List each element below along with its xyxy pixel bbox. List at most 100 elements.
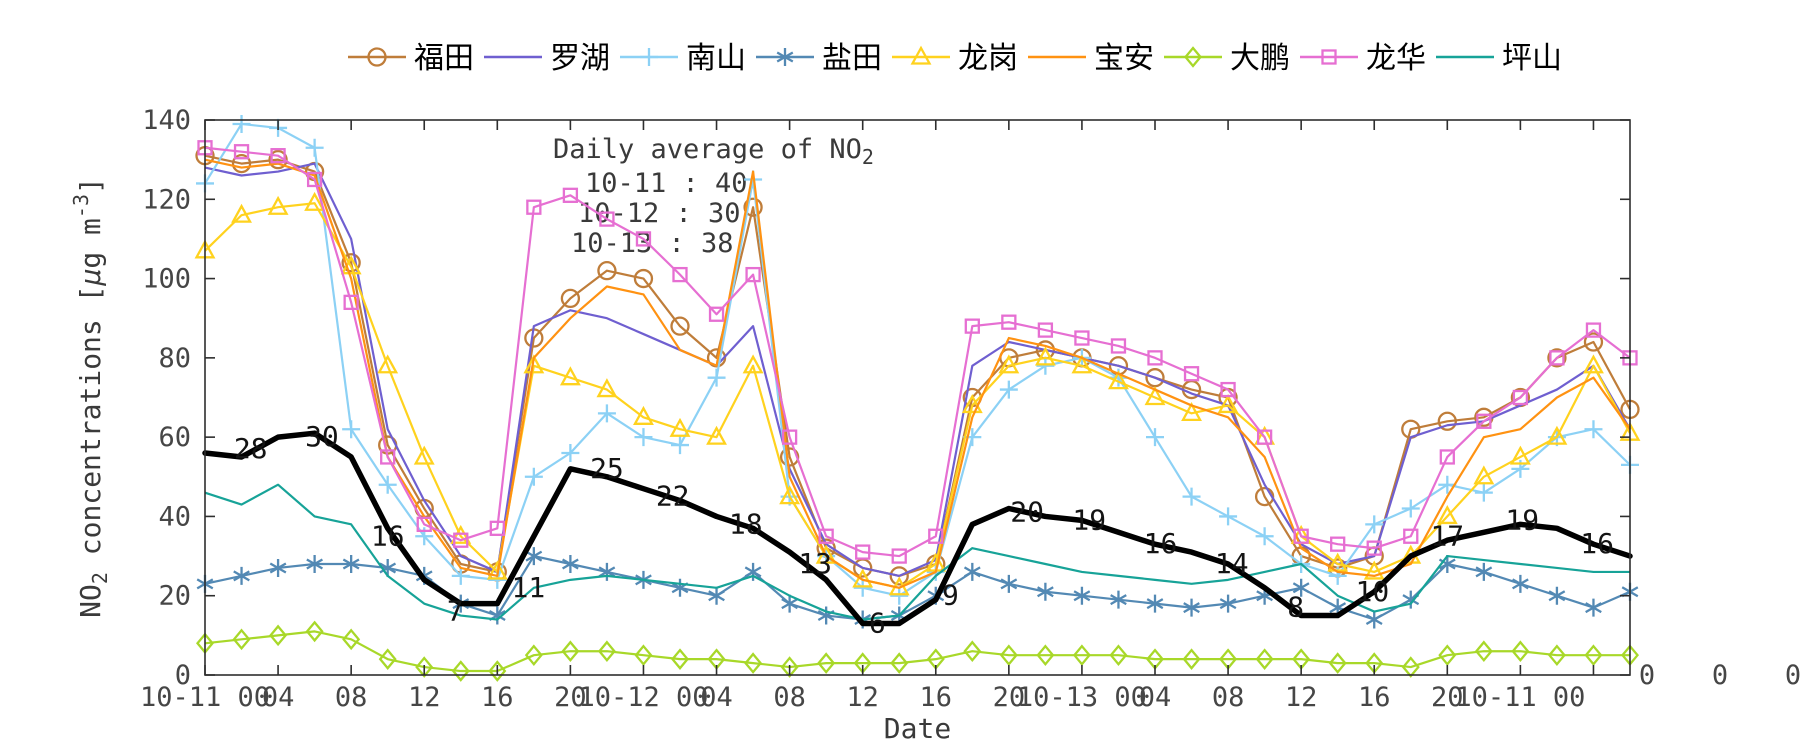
square-icon bbox=[1366, 540, 1382, 556]
legend-plus-icon bbox=[640, 48, 658, 66]
x-tick-label: 08 bbox=[773, 682, 806, 713]
square-icon bbox=[270, 148, 286, 164]
triangle-icon bbox=[779, 485, 801, 505]
square-icon bbox=[343, 294, 359, 311]
circle-icon bbox=[889, 566, 909, 586]
square-icon bbox=[891, 548, 907, 564]
x-tick-label: 20 bbox=[554, 682, 587, 713]
mean-line-number: 16 bbox=[371, 519, 405, 552]
x-axis-title: Date bbox=[884, 712, 951, 745]
diamond-icon bbox=[415, 656, 434, 678]
plus-icon bbox=[1219, 507, 1238, 526]
square-icon bbox=[855, 544, 871, 560]
plus-icon bbox=[524, 467, 543, 486]
plus-icon bbox=[1438, 475, 1457, 494]
legend-triangle-icon bbox=[910, 45, 932, 65]
square-icon bbox=[416, 516, 432, 533]
square-icon bbox=[453, 532, 469, 548]
diamond-icon bbox=[232, 628, 251, 651]
diamond-icon bbox=[1109, 644, 1128, 666]
diamond-icon bbox=[671, 648, 689, 670]
square-icon bbox=[1074, 330, 1090, 346]
square-icon bbox=[708, 306, 725, 322]
series-宝安 bbox=[204, 158, 1631, 589]
diamond-icon bbox=[1036, 644, 1055, 666]
x-tick-label: 08 bbox=[1212, 682, 1245, 713]
legend-item-龙岗: 龙岗 bbox=[892, 41, 1018, 76]
mean-line-numbers: 28 30 16 7 11 25 22 18 13 6 9 20 19 16 14 8 10 17 19 16 bbox=[234, 420, 1614, 639]
circle-icon bbox=[670, 316, 690, 336]
series-line bbox=[204, 483, 1630, 621]
y-tick-label: 100 bbox=[142, 264, 191, 295]
y-tick-label: 140 bbox=[142, 105, 191, 136]
asterisk-icon bbox=[708, 586, 725, 605]
series-line bbox=[204, 162, 1631, 577]
square-icon bbox=[1585, 322, 1602, 338]
diamond-icon bbox=[780, 656, 799, 678]
plus-icon bbox=[1365, 515, 1384, 534]
overflow-zero-label: 0 bbox=[1785, 660, 1800, 691]
diamond-icon bbox=[744, 652, 763, 674]
triangle-icon bbox=[852, 568, 874, 588]
x-tick-label: 12 bbox=[1285, 682, 1318, 713]
series-南山 bbox=[196, 114, 1639, 605]
triangle-icon bbox=[815, 544, 837, 564]
legend-item-盐田: 盐田 bbox=[756, 41, 882, 76]
legend-item-福田: 福田 bbox=[348, 41, 474, 76]
diamond-icon bbox=[269, 624, 288, 647]
asterisk-icon bbox=[1512, 574, 1529, 593]
asterisk-icon bbox=[744, 562, 762, 581]
plus-icon bbox=[1036, 356, 1055, 375]
series-line bbox=[204, 630, 1630, 673]
y-tick-label: 120 bbox=[142, 184, 191, 215]
series-罗湖 bbox=[204, 162, 1631, 577]
x-tick-label: 20 bbox=[993, 682, 1026, 713]
square-icon bbox=[233, 144, 250, 160]
mean-line-number: 18 bbox=[729, 507, 763, 540]
series-line bbox=[204, 202, 1631, 589]
series-大鹏 bbox=[196, 620, 1639, 682]
legend-label: 福田 bbox=[414, 41, 474, 76]
legend-label: 宝安 bbox=[1094, 41, 1154, 76]
overflow-zero-label: 0 bbox=[1712, 660, 1728, 691]
plus-icon bbox=[707, 368, 726, 387]
square-icon bbox=[1183, 366, 1200, 382]
series-line bbox=[204, 122, 1631, 597]
series-markers-龙岗 bbox=[194, 191, 1641, 596]
diamond-icon bbox=[963, 640, 982, 663]
legend: 福田 罗湖 南山 盐田 龙岗 宝安 大鹏 龙华 坪山 bbox=[348, 41, 1562, 76]
x-tick-label: 16 bbox=[1358, 682, 1391, 713]
square-icon bbox=[964, 318, 980, 334]
diamond-icon bbox=[1182, 648, 1201, 670]
daily-average-title: Daily average of NO2 bbox=[553, 134, 874, 169]
triangle-icon bbox=[1363, 560, 1385, 580]
asterisk-icon bbox=[1365, 610, 1383, 629]
triangle-icon bbox=[633, 405, 654, 425]
x-tick-label: 12 bbox=[408, 682, 441, 713]
diamond-icon bbox=[1511, 640, 1530, 663]
series-markers-福田 bbox=[195, 146, 1640, 586]
square-icon bbox=[1037, 322, 1054, 338]
asterisk-icon bbox=[1037, 582, 1054, 601]
mean-line-number: 22 bbox=[656, 480, 690, 513]
diamond-icon bbox=[1328, 652, 1347, 674]
asterisk-icon bbox=[1475, 562, 1493, 581]
plus-icon bbox=[1474, 483, 1493, 502]
y-tick-label: 20 bbox=[158, 581, 191, 612]
legend-item-坪山: 坪山 bbox=[1436, 41, 1562, 76]
square-icon bbox=[306, 171, 323, 188]
plus-icon bbox=[342, 420, 361, 439]
asterisk-icon bbox=[1548, 586, 1566, 605]
legend-square-icon bbox=[1321, 49, 1337, 65]
plus-icon bbox=[671, 436, 689, 455]
triangle-icon bbox=[231, 203, 252, 223]
triangle-icon bbox=[413, 445, 435, 465]
square-icon bbox=[818, 528, 834, 544]
mean-line-number: 19 bbox=[1072, 503, 1106, 536]
asterisk-icon bbox=[525, 547, 543, 566]
diamond-icon bbox=[890, 652, 909, 674]
series-line bbox=[204, 146, 1631, 558]
asterisk-icon bbox=[1585, 598, 1602, 617]
